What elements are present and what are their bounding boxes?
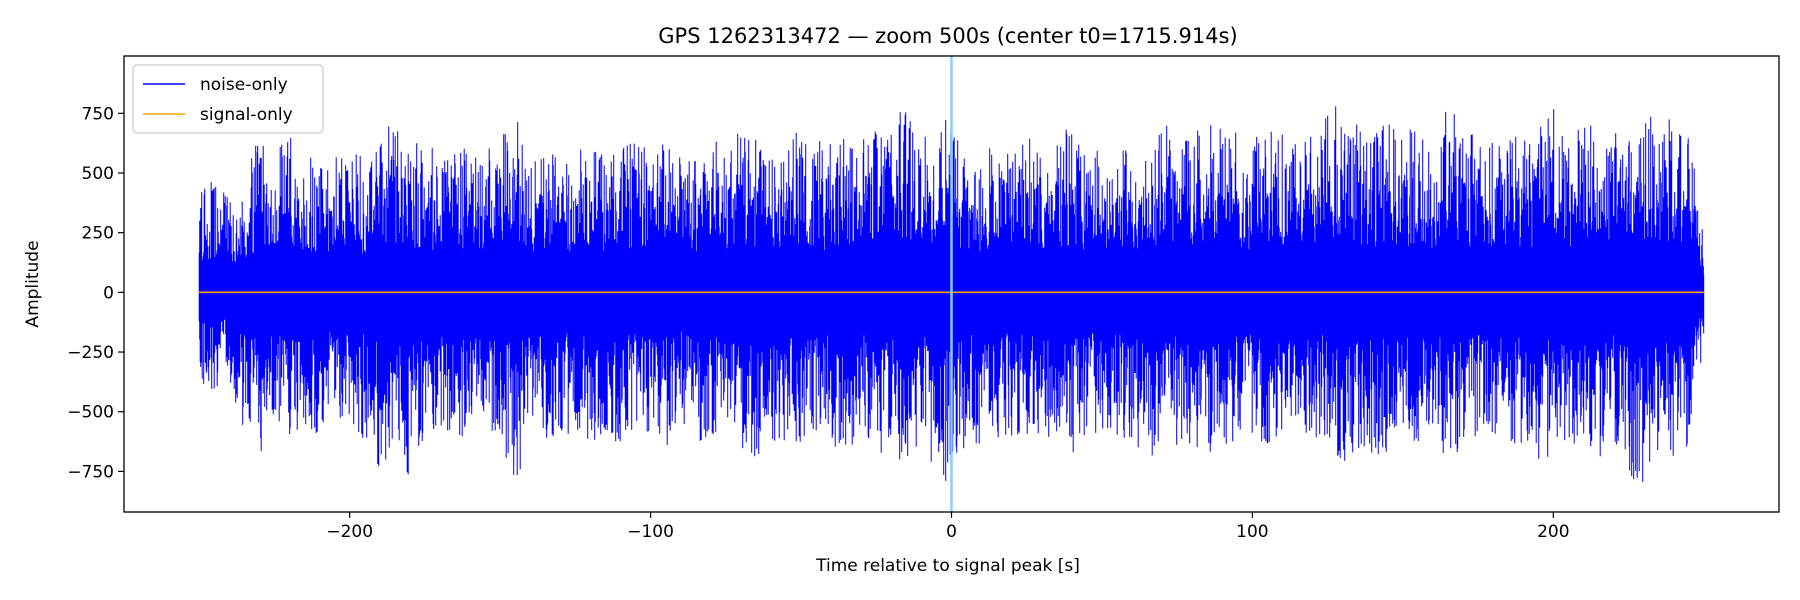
legend-label-signal-only: signal-only [200,105,293,125]
x-tick-label: 200 [1537,522,1569,542]
legend: noise-only signal-only [132,64,324,134]
x-axis-title: Time relative to signal peak [s] [815,556,1080,576]
legend-label-noise-only: noise-only [200,75,288,95]
y-tick-label: −500 [67,403,114,423]
x-axis: −200 −100 0 100 200 [326,512,1570,542]
y-tick-label: −250 [67,343,114,363]
x-tick-label: 100 [1236,522,1268,542]
y-tick-label: −750 [67,462,114,482]
x-tick-label: −100 [627,522,674,542]
plot-area [123,55,1780,513]
chart-title: GPS 1262313472 — zoom 500s (center t0=17… [658,24,1237,48]
x-tick-label: −200 [326,522,373,542]
y-tick-label: 750 [82,104,114,124]
y-axis: −750 −500 −250 0 250 500 750 [67,104,124,482]
y-tick-label: 0 [103,283,114,303]
y-tick-label: 500 [82,164,114,184]
y-tick-label: 250 [82,224,114,244]
x-tick-label: 0 [946,522,957,542]
y-axis-title: Amplitude [23,240,43,327]
legend-box [132,64,324,134]
noise-only-trace [198,106,1705,482]
